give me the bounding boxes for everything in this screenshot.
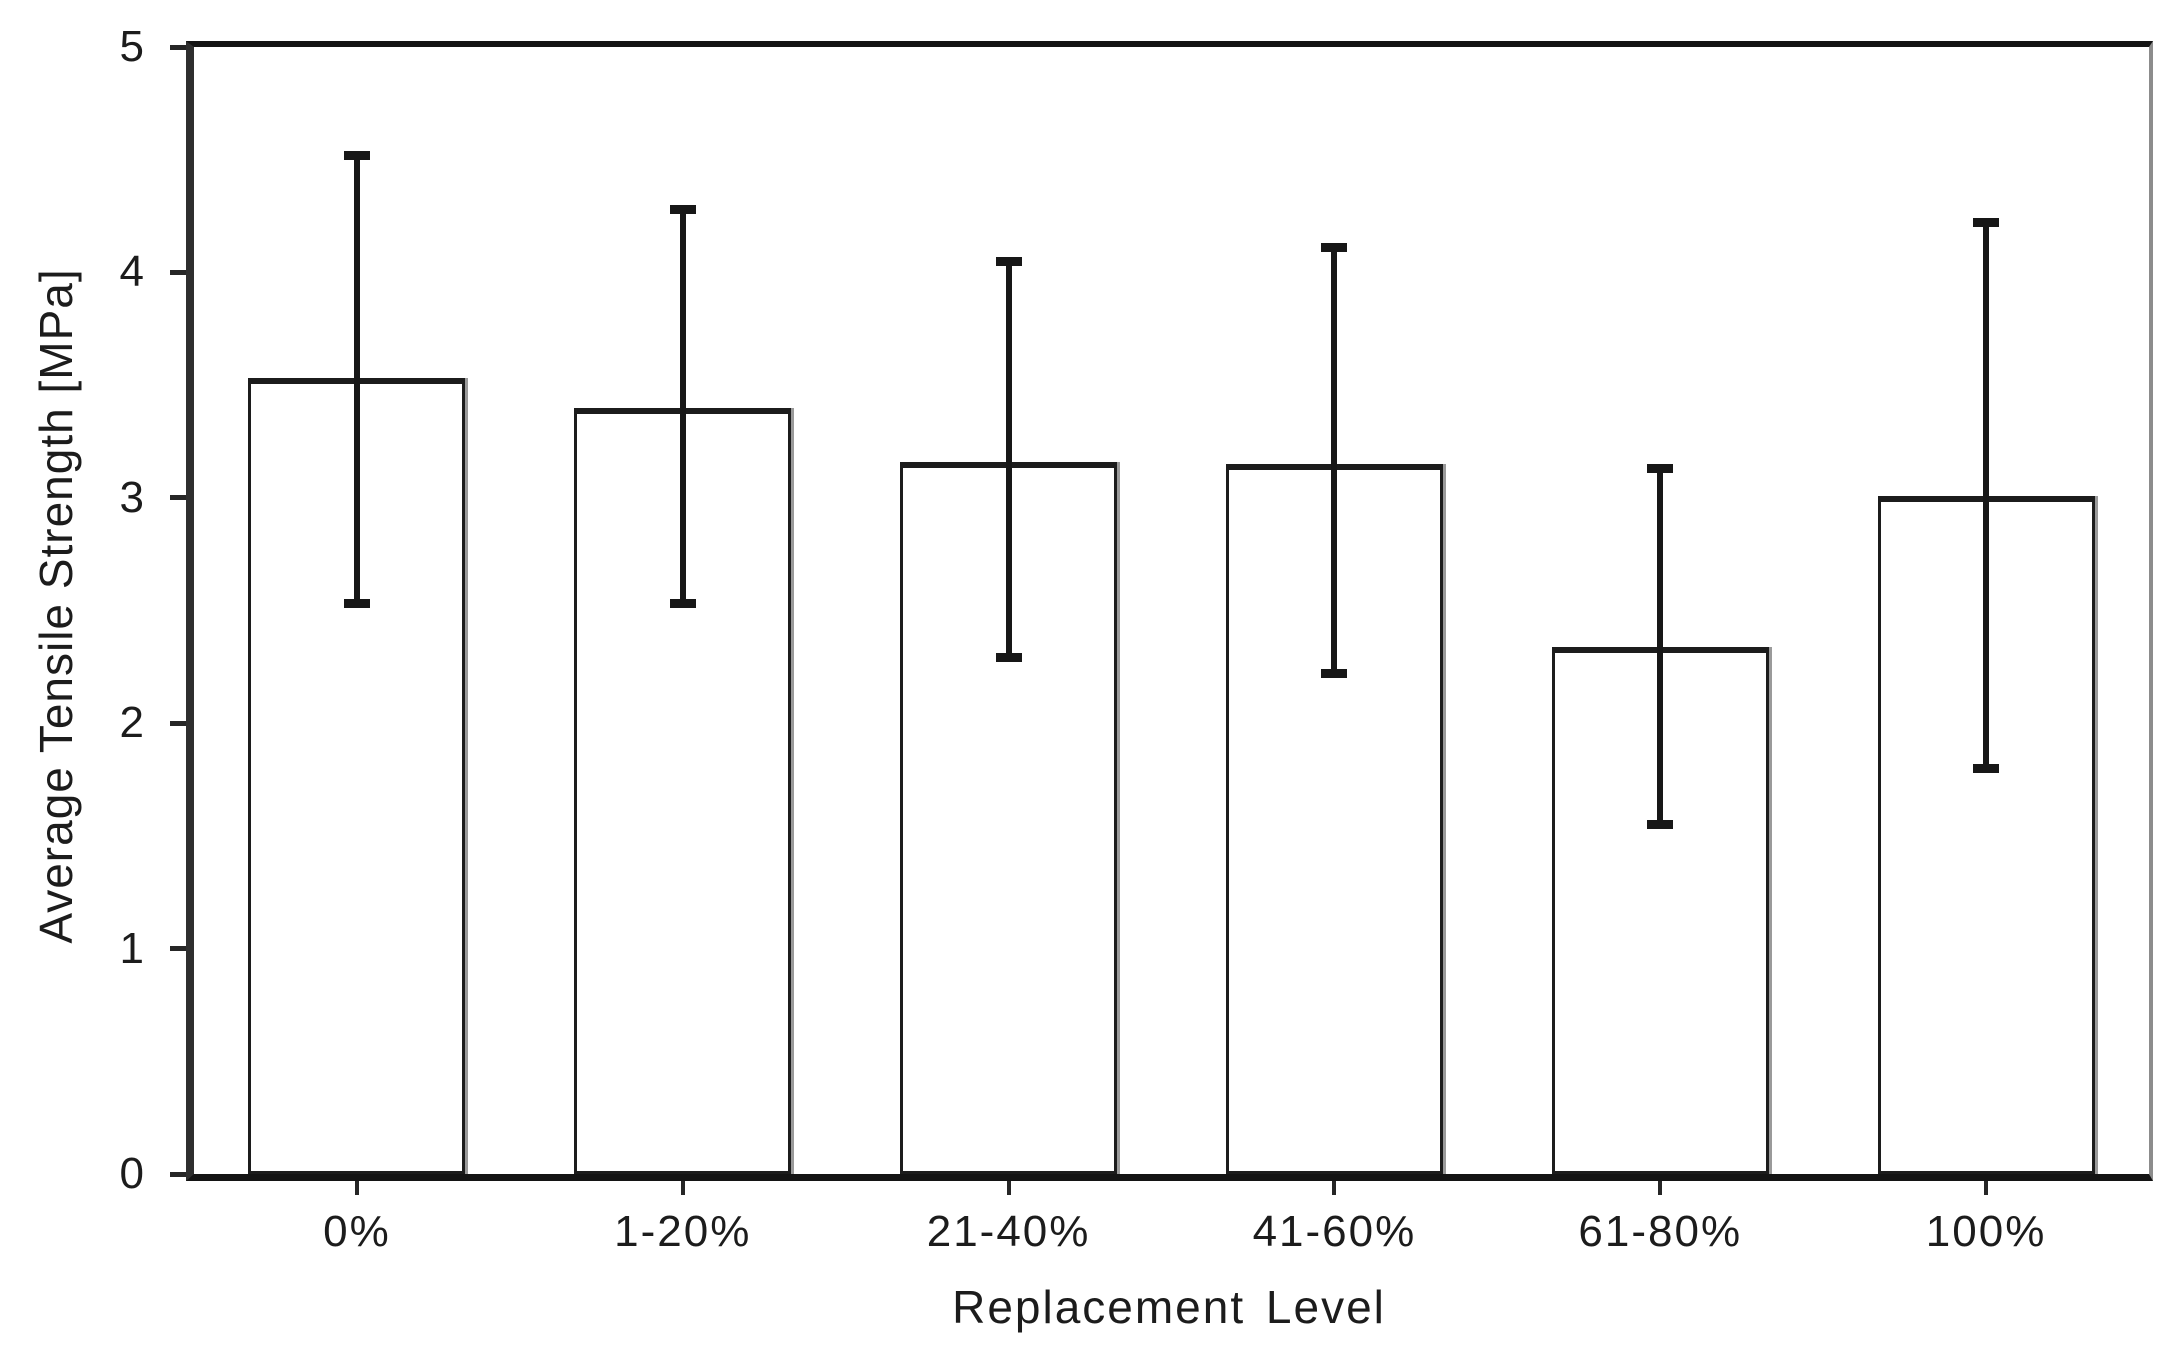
x-axis-title: Replacement Level <box>952 1281 1386 1333</box>
plot-area <box>186 41 2153 1181</box>
error-bar-cap-bottom <box>343 599 370 609</box>
bar <box>1551 646 1769 1174</box>
x-axis-tick-label: 0% <box>323 1207 391 1256</box>
y-axis-tick-label: 0 <box>119 1149 144 1198</box>
error-bar-cap-top <box>669 204 696 214</box>
y-axis-tick-label: 3 <box>119 472 144 522</box>
error-bar-line <box>353 155 360 604</box>
error-bar-line <box>1983 222 1990 769</box>
y-axis-tick-label: 4 <box>119 247 144 297</box>
x-axis-tick-label: 100% <box>1925 1207 2047 1256</box>
x-axis-tick <box>354 1181 359 1195</box>
x-axis-tick <box>680 1181 685 1195</box>
x-axis-tick <box>1658 1181 1663 1195</box>
x-axis-tick-label: 61-80% <box>1578 1207 1743 1256</box>
x-axis-tick-label: 1-20% <box>614 1207 752 1256</box>
error-bar-cap-bottom <box>1647 820 1674 830</box>
bar <box>1225 463 1443 1174</box>
y-axis-tick-label: 5 <box>119 22 144 71</box>
error-bar-cap-top <box>343 150 370 160</box>
error-bar-line <box>1005 261 1012 658</box>
y-axis-title: Average Tensile Strength [MPa] <box>30 268 82 944</box>
error-bar-cap-top <box>1647 463 1674 473</box>
error-bar-cap-bottom <box>669 599 696 609</box>
y-axis-tick <box>170 495 186 501</box>
y-axis-tick <box>170 720 186 726</box>
error-bar-cap-top <box>995 256 1022 266</box>
y-axis-tick <box>170 44 186 50</box>
x-axis-tick-label: 21-40% <box>926 1207 1091 1256</box>
x-axis-tick <box>1006 1181 1011 1195</box>
x-axis-tick-label: 41-60% <box>1252 1207 1417 1256</box>
error-bar-line <box>679 209 686 604</box>
x-axis-tick <box>1332 1181 1337 1195</box>
error-bar-cap-bottom <box>995 653 1022 663</box>
y-axis-tick <box>170 269 186 275</box>
error-bar-cap-top <box>1973 218 2000 228</box>
error-bar-cap-top <box>1321 243 1348 253</box>
x-axis-tick <box>1984 1181 1989 1195</box>
error-bar-line <box>1657 468 1664 825</box>
y-axis-tick-label: 2 <box>119 698 144 748</box>
y-axis-tick-label: 1 <box>119 923 144 973</box>
y-axis-tick <box>170 1171 186 1177</box>
error-bar-line <box>1331 247 1338 674</box>
y-axis-tick <box>170 946 186 952</box>
error-bar-cap-bottom <box>1321 669 1348 679</box>
error-bar-cap-bottom <box>1973 763 2000 773</box>
